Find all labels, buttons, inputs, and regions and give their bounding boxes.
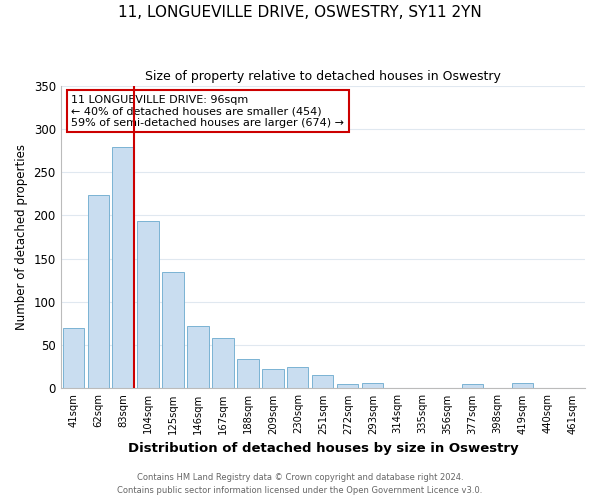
Bar: [62, 328, 84, 388]
Bar: [462, 384, 483, 388]
Text: 11, LONGUEVILLE DRIVE, OSWESTRY, SY11 2YN: 11, LONGUEVILLE DRIVE, OSWESTRY, SY11 2Y…: [118, 5, 482, 20]
Bar: [112, 147, 134, 388]
Text: 11 LONGUEVILLE DRIVE: 96sqm
← 40% of detached houses are smaller (454)
59% of se: 11 LONGUEVILLE DRIVE: 96sqm ← 40% of det…: [71, 94, 344, 128]
Bar: [238, 359, 259, 388]
Bar: [512, 383, 533, 388]
Bar: [337, 384, 358, 388]
X-axis label: Distribution of detached houses by size in Oswestry: Distribution of detached houses by size …: [128, 442, 518, 455]
Text: Contains HM Land Registry data © Crown copyright and database right 2024.
Contai: Contains HM Land Registry data © Crown c…: [118, 474, 482, 495]
Bar: [137, 222, 158, 388]
Bar: [362, 383, 383, 388]
Bar: [163, 272, 184, 388]
Title: Size of property relative to detached houses in Oswestry: Size of property relative to detached ho…: [145, 70, 501, 83]
Bar: [312, 376, 334, 388]
Bar: [212, 338, 233, 388]
Y-axis label: Number of detached properties: Number of detached properties: [15, 144, 28, 330]
Bar: [187, 326, 209, 388]
Bar: [287, 367, 308, 388]
Bar: [88, 196, 109, 388]
Bar: [262, 368, 284, 388]
